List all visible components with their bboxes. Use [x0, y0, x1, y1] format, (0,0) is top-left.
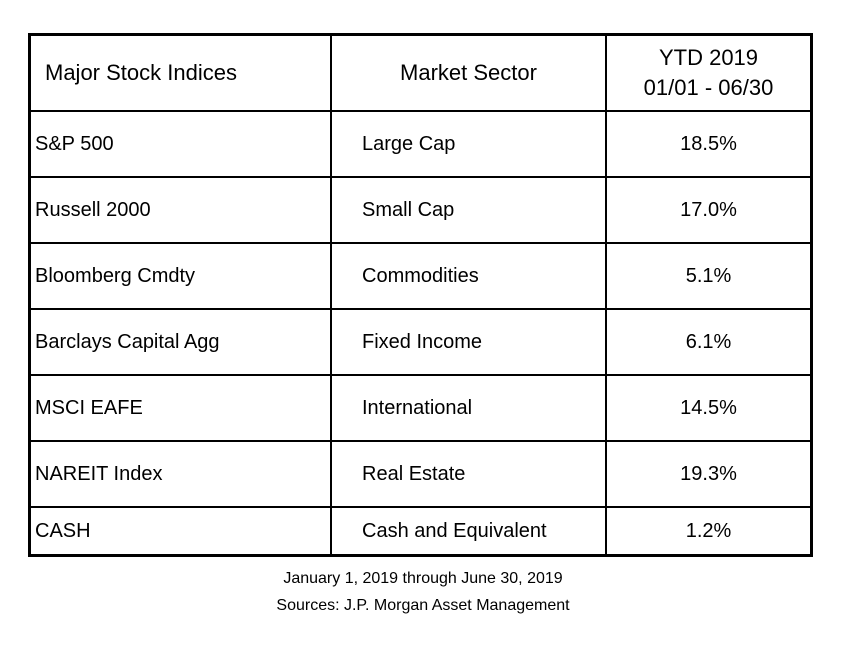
index-cell: Barclays Capital Agg [28, 308, 332, 376]
ytd-cell: 1.2% [605, 506, 813, 557]
sector-cell: International [330, 374, 607, 442]
header-sector: Market Sector [330, 33, 607, 112]
table-row: CASH Cash and Equivalent 1.2% [28, 506, 813, 557]
header-ytd-year: YTD 2019 [658, 45, 759, 70]
ytd-cell: 17.0% [605, 176, 813, 244]
footer-period: January 1, 2019 through June 30, 2019 [283, 570, 563, 587]
table-row: Russell 2000 Small Cap 17.0% [28, 176, 813, 244]
sector-cell: Cash and Equivalent [330, 506, 607, 557]
ytd-cell: 18.5% [605, 110, 813, 178]
indices-table: Major Stock Indices Market Sector YTD 20… [28, 33, 813, 557]
ytd-cell: 6.1% [605, 308, 813, 376]
header-index: Major Stock Indices [28, 33, 332, 112]
header-ytd: YTD 2019 01/01 - 06/30 [605, 33, 813, 112]
table-row: S&P 500 Large Cap 18.5% [28, 110, 813, 178]
sector-cell: Commodities [330, 242, 607, 310]
table-row: Bloomberg Cmdty Commodities 5.1% [28, 242, 813, 310]
table-row: Barclays Capital Agg Fixed Income 6.1% [28, 308, 813, 376]
table-row: MSCI EAFE International 14.5% [28, 374, 813, 442]
footer-sources: Sources: J.P. Morgan Asset Management [276, 597, 570, 614]
index-cell: CASH [28, 506, 332, 557]
sector-cell: Real Estate [330, 440, 607, 508]
header-ytd-range: 01/01 - 06/30 [643, 75, 774, 100]
ytd-cell: 14.5% [605, 374, 813, 442]
index-cell: S&P 500 [28, 110, 332, 178]
index-cell: NAREIT Index [28, 440, 332, 508]
index-cell: Bloomberg Cmdty [28, 242, 332, 310]
sector-cell: Small Cap [330, 176, 607, 244]
sector-cell: Large Cap [330, 110, 607, 178]
ytd-cell: 5.1% [605, 242, 813, 310]
index-cell: Russell 2000 [28, 176, 332, 244]
sector-cell: Fixed Income [330, 308, 607, 376]
index-cell: MSCI EAFE [28, 374, 332, 442]
table-row: NAREIT Index Real Estate 19.3% [28, 440, 813, 508]
ytd-cell: 19.3% [605, 440, 813, 508]
header-row: Major Stock Indices Market Sector YTD 20… [28, 33, 813, 112]
